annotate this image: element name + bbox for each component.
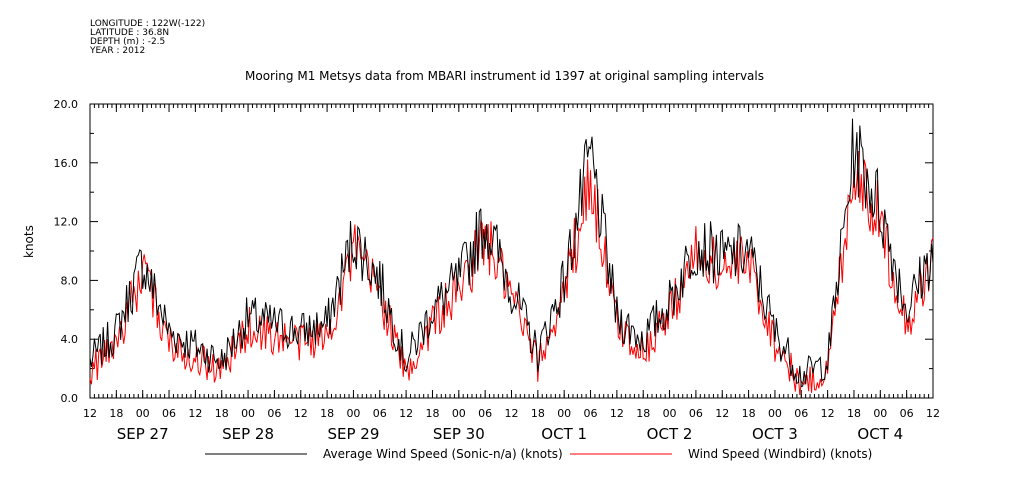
latitude-label: LATITUDE : 36.8N bbox=[90, 28, 170, 38]
plot-frame bbox=[89, 103, 934, 399]
x-tick-label: 18 bbox=[320, 407, 334, 420]
x-tick-label: 12 bbox=[821, 407, 835, 420]
x-tick-label: 12 bbox=[926, 407, 940, 420]
x-tick-label: 06 bbox=[478, 407, 492, 420]
x-tick-label: 18 bbox=[109, 407, 123, 420]
x-tick-label: 18 bbox=[636, 407, 650, 420]
x-tick-label: 18 bbox=[215, 407, 229, 420]
x-tick-label: 06 bbox=[794, 407, 808, 420]
x-tick-label: 00 bbox=[663, 407, 677, 420]
legend-label-average: Average Wind Speed (Sonic-n/a) (knots) bbox=[323, 447, 563, 461]
x-tick-label: 00 bbox=[768, 407, 782, 420]
x-tick-label: 18 bbox=[425, 407, 439, 420]
x-tick-label: 18 bbox=[531, 407, 545, 420]
y-tick-label: 4.0 bbox=[61, 333, 79, 346]
y-tick-label: 0.0 bbox=[61, 392, 79, 405]
x-tick-label: 12 bbox=[610, 407, 624, 420]
x-tick-label: 06 bbox=[584, 407, 598, 420]
x-tick-label: 00 bbox=[557, 407, 571, 420]
x-tick-label: 06 bbox=[689, 407, 703, 420]
x-day-label: OCT 3 bbox=[752, 425, 798, 443]
y-tick-label: 16.0 bbox=[54, 157, 79, 170]
year-label: YEAR : 2012 bbox=[90, 46, 146, 56]
x-day-label: OCT 4 bbox=[857, 425, 903, 443]
x-tick-label: 06 bbox=[267, 407, 281, 420]
depth-label: DEPTH (m) : -2.5 bbox=[90, 37, 166, 47]
axis-ticks: 0.0 4.0 8.0 12.0 16.0 20.0 12 18 00 06 12 18 00 06 12 1… bbox=[54, 98, 941, 443]
chart-title: Mooring M1 Metsys data from MBARI instru… bbox=[245, 69, 764, 83]
x-day-label: SEP 27 bbox=[117, 425, 169, 443]
x-day-label: SEP 30 bbox=[433, 425, 485, 443]
x-tick-label: 12 bbox=[505, 407, 519, 420]
x-tick-label: 00 bbox=[452, 407, 466, 420]
x-day-label: SEP 29 bbox=[327, 425, 379, 443]
x-tick-label: 18 bbox=[847, 407, 861, 420]
x-tick-label: 18 bbox=[742, 407, 756, 420]
y-tick-label: 8.0 bbox=[61, 274, 79, 287]
x-day-label: OCT 1 bbox=[541, 425, 587, 443]
x-tick-label: 06 bbox=[900, 407, 914, 420]
series-windbird-wind-speed bbox=[89, 150, 934, 396]
legend-label-windbird: Wind Speed (Windbird) (knots) bbox=[688, 447, 873, 461]
x-tick-label: 00 bbox=[241, 407, 255, 420]
x-tick-label: 00 bbox=[873, 407, 887, 420]
series-average-wind-speed bbox=[89, 118, 934, 388]
x-day-label: SEP 28 bbox=[222, 425, 274, 443]
x-tick-label: 12 bbox=[294, 407, 308, 420]
longitude-label: LONGITUDE : 122W(-122) bbox=[90, 19, 206, 29]
series-lines bbox=[89, 118, 934, 396]
x-tick-label: 12 bbox=[399, 407, 413, 420]
x-tick-label: 12 bbox=[715, 407, 729, 420]
x-tick-label: 00 bbox=[346, 407, 360, 420]
y-tick-label: 20.0 bbox=[54, 98, 79, 111]
x-tick-label: 00 bbox=[136, 407, 150, 420]
x-day-label: OCT 2 bbox=[647, 425, 693, 443]
y-tick-label: 12.0 bbox=[54, 216, 79, 229]
x-tick-label: 06 bbox=[162, 407, 176, 420]
x-tick-label: 12 bbox=[188, 407, 202, 420]
x-tick-label: 06 bbox=[373, 407, 387, 420]
x-tick-label: 12 bbox=[83, 407, 97, 420]
